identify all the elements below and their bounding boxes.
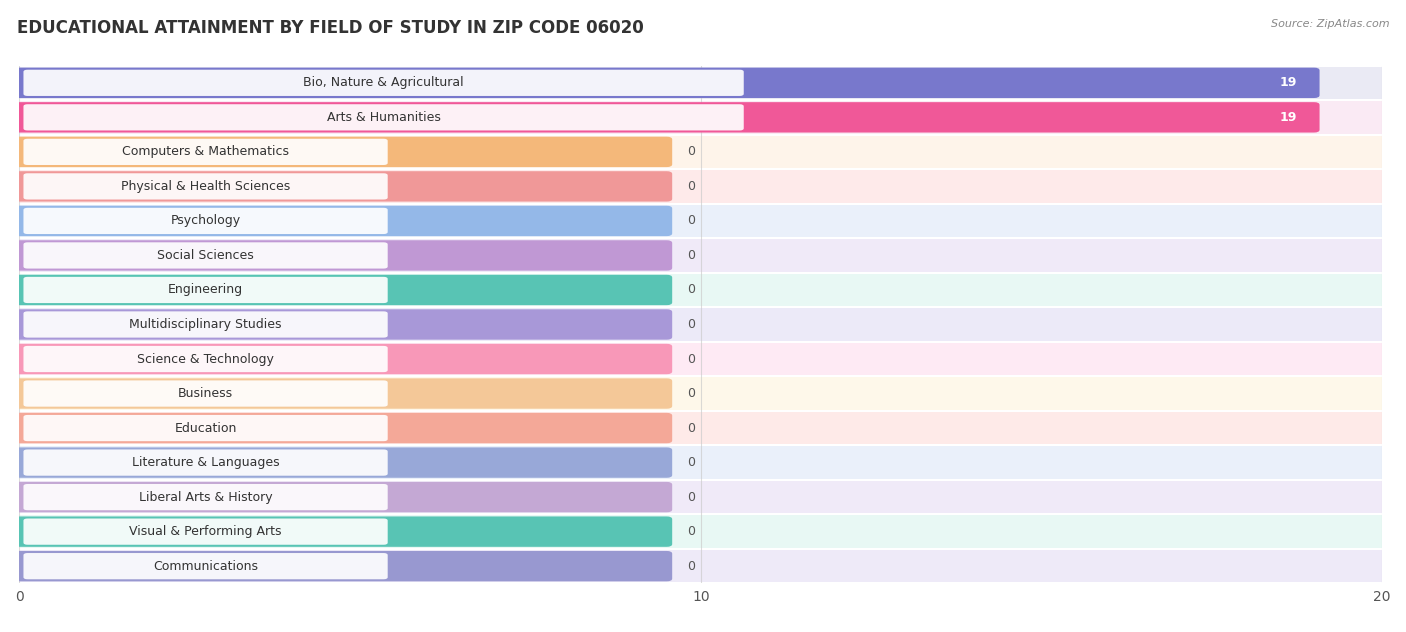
Text: 0: 0 bbox=[688, 560, 695, 573]
FancyBboxPatch shape bbox=[20, 66, 1382, 100]
FancyBboxPatch shape bbox=[14, 551, 672, 581]
FancyBboxPatch shape bbox=[24, 208, 388, 234]
FancyBboxPatch shape bbox=[14, 516, 672, 547]
Text: Source: ZipAtlas.com: Source: ZipAtlas.com bbox=[1271, 19, 1389, 29]
Text: Communications: Communications bbox=[153, 560, 259, 573]
FancyBboxPatch shape bbox=[24, 139, 388, 165]
FancyBboxPatch shape bbox=[20, 376, 1382, 411]
Text: 0: 0 bbox=[688, 456, 695, 469]
Text: 0: 0 bbox=[688, 145, 695, 159]
FancyBboxPatch shape bbox=[24, 553, 388, 580]
Text: 0: 0 bbox=[688, 525, 695, 538]
FancyBboxPatch shape bbox=[20, 135, 1382, 169]
FancyBboxPatch shape bbox=[14, 413, 672, 443]
FancyBboxPatch shape bbox=[20, 100, 1382, 135]
FancyBboxPatch shape bbox=[24, 415, 388, 441]
FancyBboxPatch shape bbox=[24, 70, 744, 96]
FancyBboxPatch shape bbox=[24, 277, 388, 303]
Text: 0: 0 bbox=[688, 422, 695, 435]
Text: Literature & Languages: Literature & Languages bbox=[132, 456, 280, 469]
Text: Social Sciences: Social Sciences bbox=[157, 249, 254, 262]
Text: 0: 0 bbox=[688, 387, 695, 400]
Text: 0: 0 bbox=[688, 318, 695, 331]
FancyBboxPatch shape bbox=[14, 482, 672, 513]
FancyBboxPatch shape bbox=[14, 68, 1320, 98]
Text: Visual & Performing Arts: Visual & Performing Arts bbox=[129, 525, 281, 538]
FancyBboxPatch shape bbox=[20, 272, 1382, 307]
FancyBboxPatch shape bbox=[14, 137, 672, 167]
FancyBboxPatch shape bbox=[20, 307, 1382, 342]
Text: Arts & Humanities: Arts & Humanities bbox=[326, 111, 440, 124]
Text: Computers & Mathematics: Computers & Mathematics bbox=[122, 145, 290, 159]
Text: Psychology: Psychology bbox=[170, 214, 240, 228]
FancyBboxPatch shape bbox=[24, 242, 388, 269]
FancyBboxPatch shape bbox=[20, 549, 1382, 583]
FancyBboxPatch shape bbox=[24, 346, 388, 372]
FancyBboxPatch shape bbox=[20, 480, 1382, 514]
FancyBboxPatch shape bbox=[24, 449, 388, 476]
Text: Physical & Health Sciences: Physical & Health Sciences bbox=[121, 180, 290, 193]
Text: Science & Technology: Science & Technology bbox=[138, 353, 274, 365]
Text: EDUCATIONAL ATTAINMENT BY FIELD OF STUDY IN ZIP CODE 06020: EDUCATIONAL ATTAINMENT BY FIELD OF STUDY… bbox=[17, 19, 644, 37]
Text: Bio, Nature & Agricultural: Bio, Nature & Agricultural bbox=[304, 76, 464, 89]
FancyBboxPatch shape bbox=[24, 104, 744, 130]
Text: 0: 0 bbox=[688, 249, 695, 262]
FancyBboxPatch shape bbox=[20, 446, 1382, 480]
FancyBboxPatch shape bbox=[24, 518, 388, 545]
Text: Engineering: Engineering bbox=[167, 284, 243, 296]
FancyBboxPatch shape bbox=[24, 312, 388, 337]
Text: 19: 19 bbox=[1279, 111, 1298, 124]
FancyBboxPatch shape bbox=[14, 309, 672, 339]
FancyBboxPatch shape bbox=[14, 171, 672, 202]
FancyBboxPatch shape bbox=[14, 240, 672, 270]
Text: 0: 0 bbox=[688, 214, 695, 228]
Text: 0: 0 bbox=[688, 490, 695, 504]
FancyBboxPatch shape bbox=[14, 447, 672, 478]
FancyBboxPatch shape bbox=[20, 204, 1382, 238]
Text: Education: Education bbox=[174, 422, 236, 435]
Text: 0: 0 bbox=[688, 180, 695, 193]
FancyBboxPatch shape bbox=[14, 379, 672, 409]
FancyBboxPatch shape bbox=[14, 344, 672, 374]
FancyBboxPatch shape bbox=[20, 342, 1382, 376]
FancyBboxPatch shape bbox=[14, 206, 672, 236]
FancyBboxPatch shape bbox=[24, 173, 388, 200]
FancyBboxPatch shape bbox=[20, 411, 1382, 446]
FancyBboxPatch shape bbox=[24, 380, 388, 406]
Text: 19: 19 bbox=[1279, 76, 1298, 89]
FancyBboxPatch shape bbox=[20, 514, 1382, 549]
FancyBboxPatch shape bbox=[24, 484, 388, 510]
FancyBboxPatch shape bbox=[14, 102, 1320, 133]
FancyBboxPatch shape bbox=[20, 238, 1382, 272]
FancyBboxPatch shape bbox=[14, 275, 672, 305]
Text: 0: 0 bbox=[688, 284, 695, 296]
Text: 0: 0 bbox=[688, 353, 695, 365]
Text: Liberal Arts & History: Liberal Arts & History bbox=[139, 490, 273, 504]
Text: Multidisciplinary Studies: Multidisciplinary Studies bbox=[129, 318, 281, 331]
FancyBboxPatch shape bbox=[20, 169, 1382, 204]
Text: Business: Business bbox=[179, 387, 233, 400]
